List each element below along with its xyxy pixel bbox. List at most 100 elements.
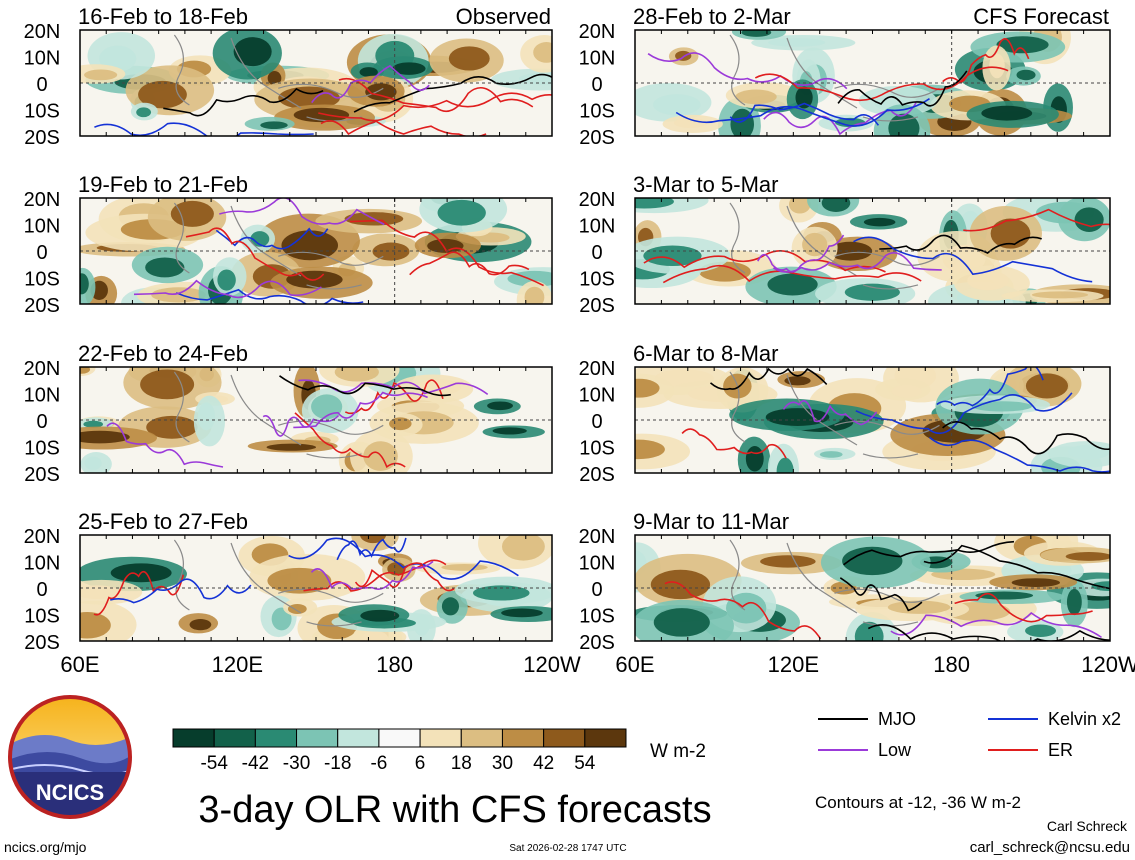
olr-anomaly-core (217, 269, 236, 291)
y-tick-label: 0 (36, 579, 47, 601)
y-tick-label: 0 (36, 411, 47, 433)
olr-anomaly-core (1067, 444, 1110, 460)
legend-label: Low (878, 740, 912, 760)
colorbar-swatch (337, 728, 380, 748)
ncics-logo: NCICS (8, 695, 132, 819)
olr-anomaly-core (745, 446, 764, 472)
y-tick-label: 20S (579, 295, 615, 317)
olr-anomaly-core (802, 232, 828, 257)
olr-anomaly-core (83, 420, 104, 428)
olr-anomaly-core (287, 603, 307, 615)
panel-date-label: 16-Feb to 18-Feb (78, 4, 248, 29)
y-tick-label: 10N (24, 216, 61, 238)
x-tick-label: 180 (376, 652, 413, 677)
colorbar-level: 30 (492, 753, 513, 774)
legend-label: ER (1048, 740, 1073, 760)
y-tick-label: 10S (579, 606, 615, 628)
olr-anomaly-core (524, 286, 545, 304)
olr-anomaly-core (189, 619, 212, 631)
olr-anomaly-core (989, 53, 1005, 79)
olr-anomaly-core (146, 415, 198, 439)
olr-anomaly-core (996, 36, 1049, 54)
footer-email: carl_schreck@ncsu.edu (970, 839, 1130, 856)
olr-anomaly-core (99, 45, 137, 72)
colorbar-swatch (501, 728, 545, 748)
olr-anomaly-core (854, 621, 884, 641)
footer-author: Carl Schreck (1047, 818, 1128, 834)
colorbar-swatch (254, 728, 298, 748)
olr-anomaly-core (767, 38, 826, 47)
olr-anomaly-core (140, 369, 195, 400)
colorbar-swatch (543, 728, 586, 748)
filter-contour (318, 92, 552, 122)
colorbar-swatch (172, 728, 215, 748)
olr-anomaly-core (819, 451, 843, 458)
filter-contour (928, 436, 1110, 473)
olr-anomaly-core (767, 273, 818, 296)
panel-date-label: 9-Mar to 11-Mar (633, 509, 789, 534)
y-tick-label: 10S (579, 269, 615, 291)
filter-contour (219, 198, 385, 226)
y-tick-label: 0 (36, 242, 47, 264)
olr-anomaly-core (675, 50, 692, 61)
colorbar-swatch (378, 728, 421, 748)
olr-anomaly-core (842, 546, 903, 576)
olr-anomaly-core (643, 245, 702, 267)
colorbar-level: 6 (415, 753, 426, 774)
x-tick-label: 60E (60, 652, 99, 677)
olr-anomaly-core (136, 107, 152, 118)
olr-anomaly-core (760, 555, 816, 568)
olr-anomaly-core (250, 231, 270, 247)
olr-anomaly-core (359, 67, 378, 77)
y-tick-label: 10N (24, 553, 61, 575)
x-tick-label: 120E (212, 652, 263, 677)
olr-panel (79, 197, 553, 305)
filter-contour (338, 77, 534, 112)
y-tick-label: 0 (36, 74, 47, 96)
filter-contour (942, 421, 1110, 455)
filter-contour (294, 412, 406, 469)
olr-anomaly-core (365, 83, 397, 101)
filter-contour (782, 400, 878, 426)
olr-anomaly-core (441, 597, 460, 616)
olr-anomaly-core (1011, 578, 1061, 588)
filter-contour (279, 375, 451, 397)
filter-contour (93, 571, 185, 616)
olr-anomaly-core (776, 457, 794, 473)
contour-note: Contours at -12, -36 W m-2 (815, 793, 1021, 812)
olr-anomaly-core (981, 105, 1033, 121)
olr-anomaly-core (653, 608, 710, 637)
filter-contour (843, 540, 1015, 566)
filter-contour (109, 578, 252, 604)
olr-panel (634, 534, 1111, 642)
olr-anomaly-core (138, 80, 187, 109)
y-tick-label: 20N (579, 189, 616, 211)
filter-contour (837, 70, 968, 107)
filter-contour (754, 66, 1009, 102)
olr-anomaly-core (1074, 207, 1104, 232)
olr-anomaly-core (1065, 552, 1110, 561)
olr-anomaly-core (334, 367, 379, 382)
colorbar-level: -30 (283, 753, 310, 774)
olr-anomaly-core (448, 46, 490, 71)
x-tick-label: 180 (933, 652, 970, 677)
y-tick-label: 10S (579, 101, 615, 123)
olr-anomaly-core (635, 439, 665, 460)
y-tick-label: 20N (579, 21, 616, 43)
filter-contour (709, 367, 828, 391)
olr-anomaly-core (361, 630, 389, 641)
olr-anomaly-core (359, 535, 387, 544)
olr-anomaly-core (735, 89, 777, 105)
legend-label: MJO (878, 709, 916, 729)
olr-anomaly-core (635, 198, 674, 209)
olr-anomaly-core (788, 198, 811, 214)
filter-contour (215, 227, 329, 250)
filter-contour (185, 227, 325, 281)
olr-panel (79, 366, 553, 474)
olr-panel (79, 29, 553, 137)
olr-anomaly-core (1066, 588, 1082, 616)
olr-anomaly-core (84, 456, 102, 470)
olr-anomaly-core (784, 376, 811, 386)
colorbar-level: 54 (574, 753, 596, 774)
